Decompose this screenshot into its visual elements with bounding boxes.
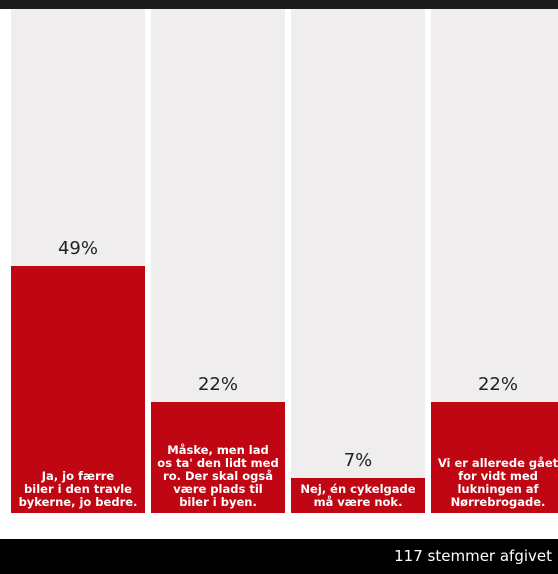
footer-bar: 117 stemmer afgivet (0, 539, 558, 574)
option-label-4: Vi er allerede gået for vidt med lukning… (437, 456, 558, 509)
percentage-label-4: 22% (477, 374, 518, 395)
poll-column-1: Ja, jo færre biler i den travle bykerne,… (11, 9, 145, 513)
percentage-label-2: 22% (197, 374, 238, 395)
poll-column-4: Vi er allerede gået for vidt med lukning… (431, 9, 558, 513)
option-label-3: Nej, én cykelgade må være nok. (300, 482, 416, 509)
percentage-label-3: 7% (343, 450, 373, 471)
top-bar (0, 0, 558, 9)
option-label-2: Måske, men lad os ta' den lidt med ro. D… (157, 443, 279, 509)
votes-count: 117 stemmer afgivet (394, 547, 552, 565)
bar-1: Ja, jo færre biler i den travle bykerne,… (11, 266, 145, 513)
bar-3: Nej, én cykelgade må være nok. (291, 478, 425, 513)
option-label-1: Ja, jo færre biler i den travle bykerne,… (18, 469, 138, 509)
poll-column-3: Nej, én cykelgade må være nok. 7% (291, 9, 425, 513)
percentage-label-1: 49% (57, 238, 98, 259)
poll-column-2: Måske, men lad os ta' den lidt med ro. D… (151, 9, 285, 513)
bar-2: Måske, men lad os ta' den lidt med ro. D… (151, 402, 285, 513)
bar-4: Vi er allerede gået for vidt med lukning… (431, 402, 558, 513)
